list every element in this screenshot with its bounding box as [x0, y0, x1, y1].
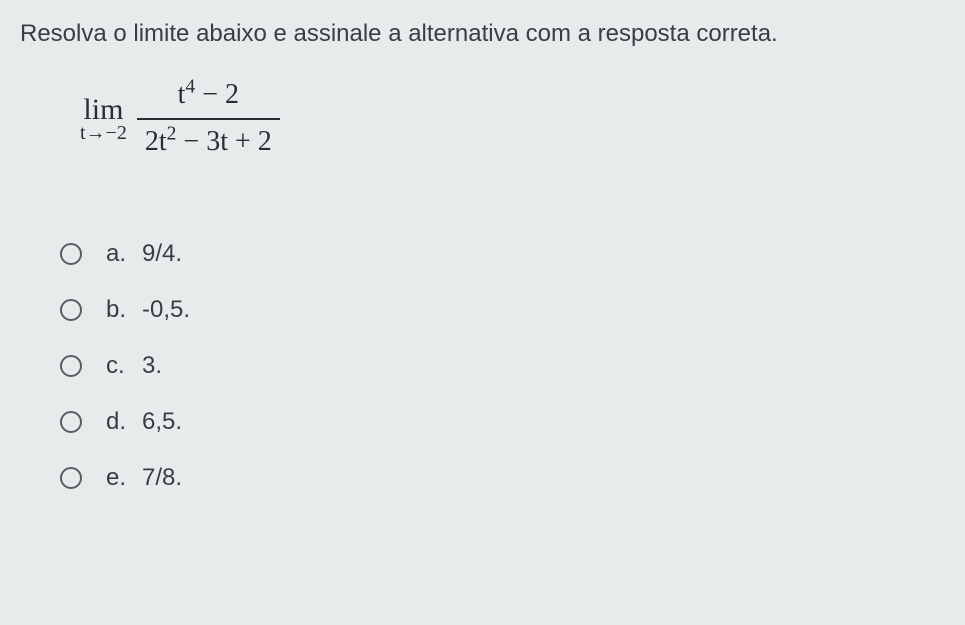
option-letter: c.	[106, 352, 142, 380]
numerator: t4 − 2	[170, 77, 247, 117]
option-letter: b.	[106, 296, 142, 324]
option-text: 7/8.	[142, 464, 182, 492]
limit-formula: lim t→−2 t4 − 2 2t2 − 3t + 2	[80, 77, 945, 160]
radio-icon[interactable]	[60, 411, 82, 433]
option-c[interactable]: c. 3.	[60, 352, 945, 380]
radio-icon[interactable]	[60, 243, 82, 265]
option-b[interactable]: b. -0,5.	[60, 296, 945, 324]
lim-approach: t→−2	[80, 123, 127, 143]
option-e[interactable]: e. 7/8.	[60, 464, 945, 492]
option-letter: a.	[106, 240, 142, 268]
option-letter: e.	[106, 464, 142, 492]
option-a[interactable]: a. 9/4.	[60, 240, 945, 268]
option-text: 3.	[142, 352, 162, 380]
question-prompt: Resolva o limite abaixo e assinale a alt…	[20, 18, 945, 49]
option-d[interactable]: d. 6,5.	[60, 408, 945, 436]
radio-icon[interactable]	[60, 299, 82, 321]
fraction: t4 − 2 2t2 − 3t + 2	[137, 77, 280, 160]
limit-operator: lim t→−2	[80, 95, 127, 143]
radio-icon[interactable]	[60, 355, 82, 377]
lim-symbol: lim	[83, 95, 123, 125]
option-text: -0,5.	[142, 296, 190, 324]
option-letter: d.	[106, 408, 142, 436]
option-text: 9/4.	[142, 240, 182, 268]
radio-icon[interactable]	[60, 467, 82, 489]
options-group: a. 9/4. b. -0,5. c. 3. d. 6,5. e. 7/8.	[60, 240, 945, 492]
option-text: 6,5.	[142, 408, 182, 436]
denominator: 2t2 − 3t + 2	[137, 118, 280, 160]
